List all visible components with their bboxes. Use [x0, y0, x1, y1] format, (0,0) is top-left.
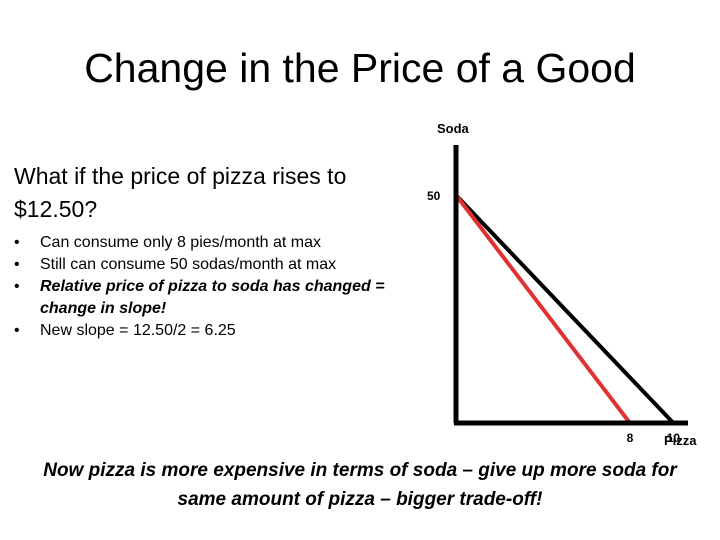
question-text: What if the price of pizza rises to $12.… [14, 163, 347, 222]
x-tick-label: 10 [667, 431, 681, 445]
bullet-item: • Can consume only 8 pies/month at max [14, 232, 424, 254]
slide-title: Change in the Price of a Good [84, 45, 636, 91]
bullet-list: • Can consume only 8 pies/month at max •… [14, 232, 424, 342]
bullet-text: New slope = 12.50/2 = 6.25 [40, 322, 236, 339]
y-tick-label: 50 [427, 189, 441, 203]
series-line-0 [454, 193, 676, 425]
series-line-1 [454, 193, 632, 425]
bullet-dot: • [14, 278, 20, 295]
conclusion-text: Now pizza is more expensive in terms of … [43, 460, 677, 510]
bullet-item: • Relative price of pizza to soda has ch… [14, 276, 424, 320]
bullet-dot: • [14, 322, 20, 339]
bullet-text: Relative price of pizza to soda has chan… [40, 278, 385, 317]
x-axis-title: Pizza [664, 433, 697, 448]
bullet-item: • Still can consume 50 sodas/month at ma… [14, 254, 424, 276]
bullet-item: • New slope = 12.50/2 = 6.25 [14, 320, 424, 342]
bullet-text: Still can consume 50 sodas/month at max [40, 256, 337, 273]
bullet-text: Can consume only 8 pies/month at max [40, 234, 322, 251]
y-axis-title: Soda [437, 121, 470, 136]
x-tick-label: 8 [627, 431, 634, 445]
bullet-dot: • [14, 256, 20, 273]
bullet-dot: • [14, 234, 20, 251]
